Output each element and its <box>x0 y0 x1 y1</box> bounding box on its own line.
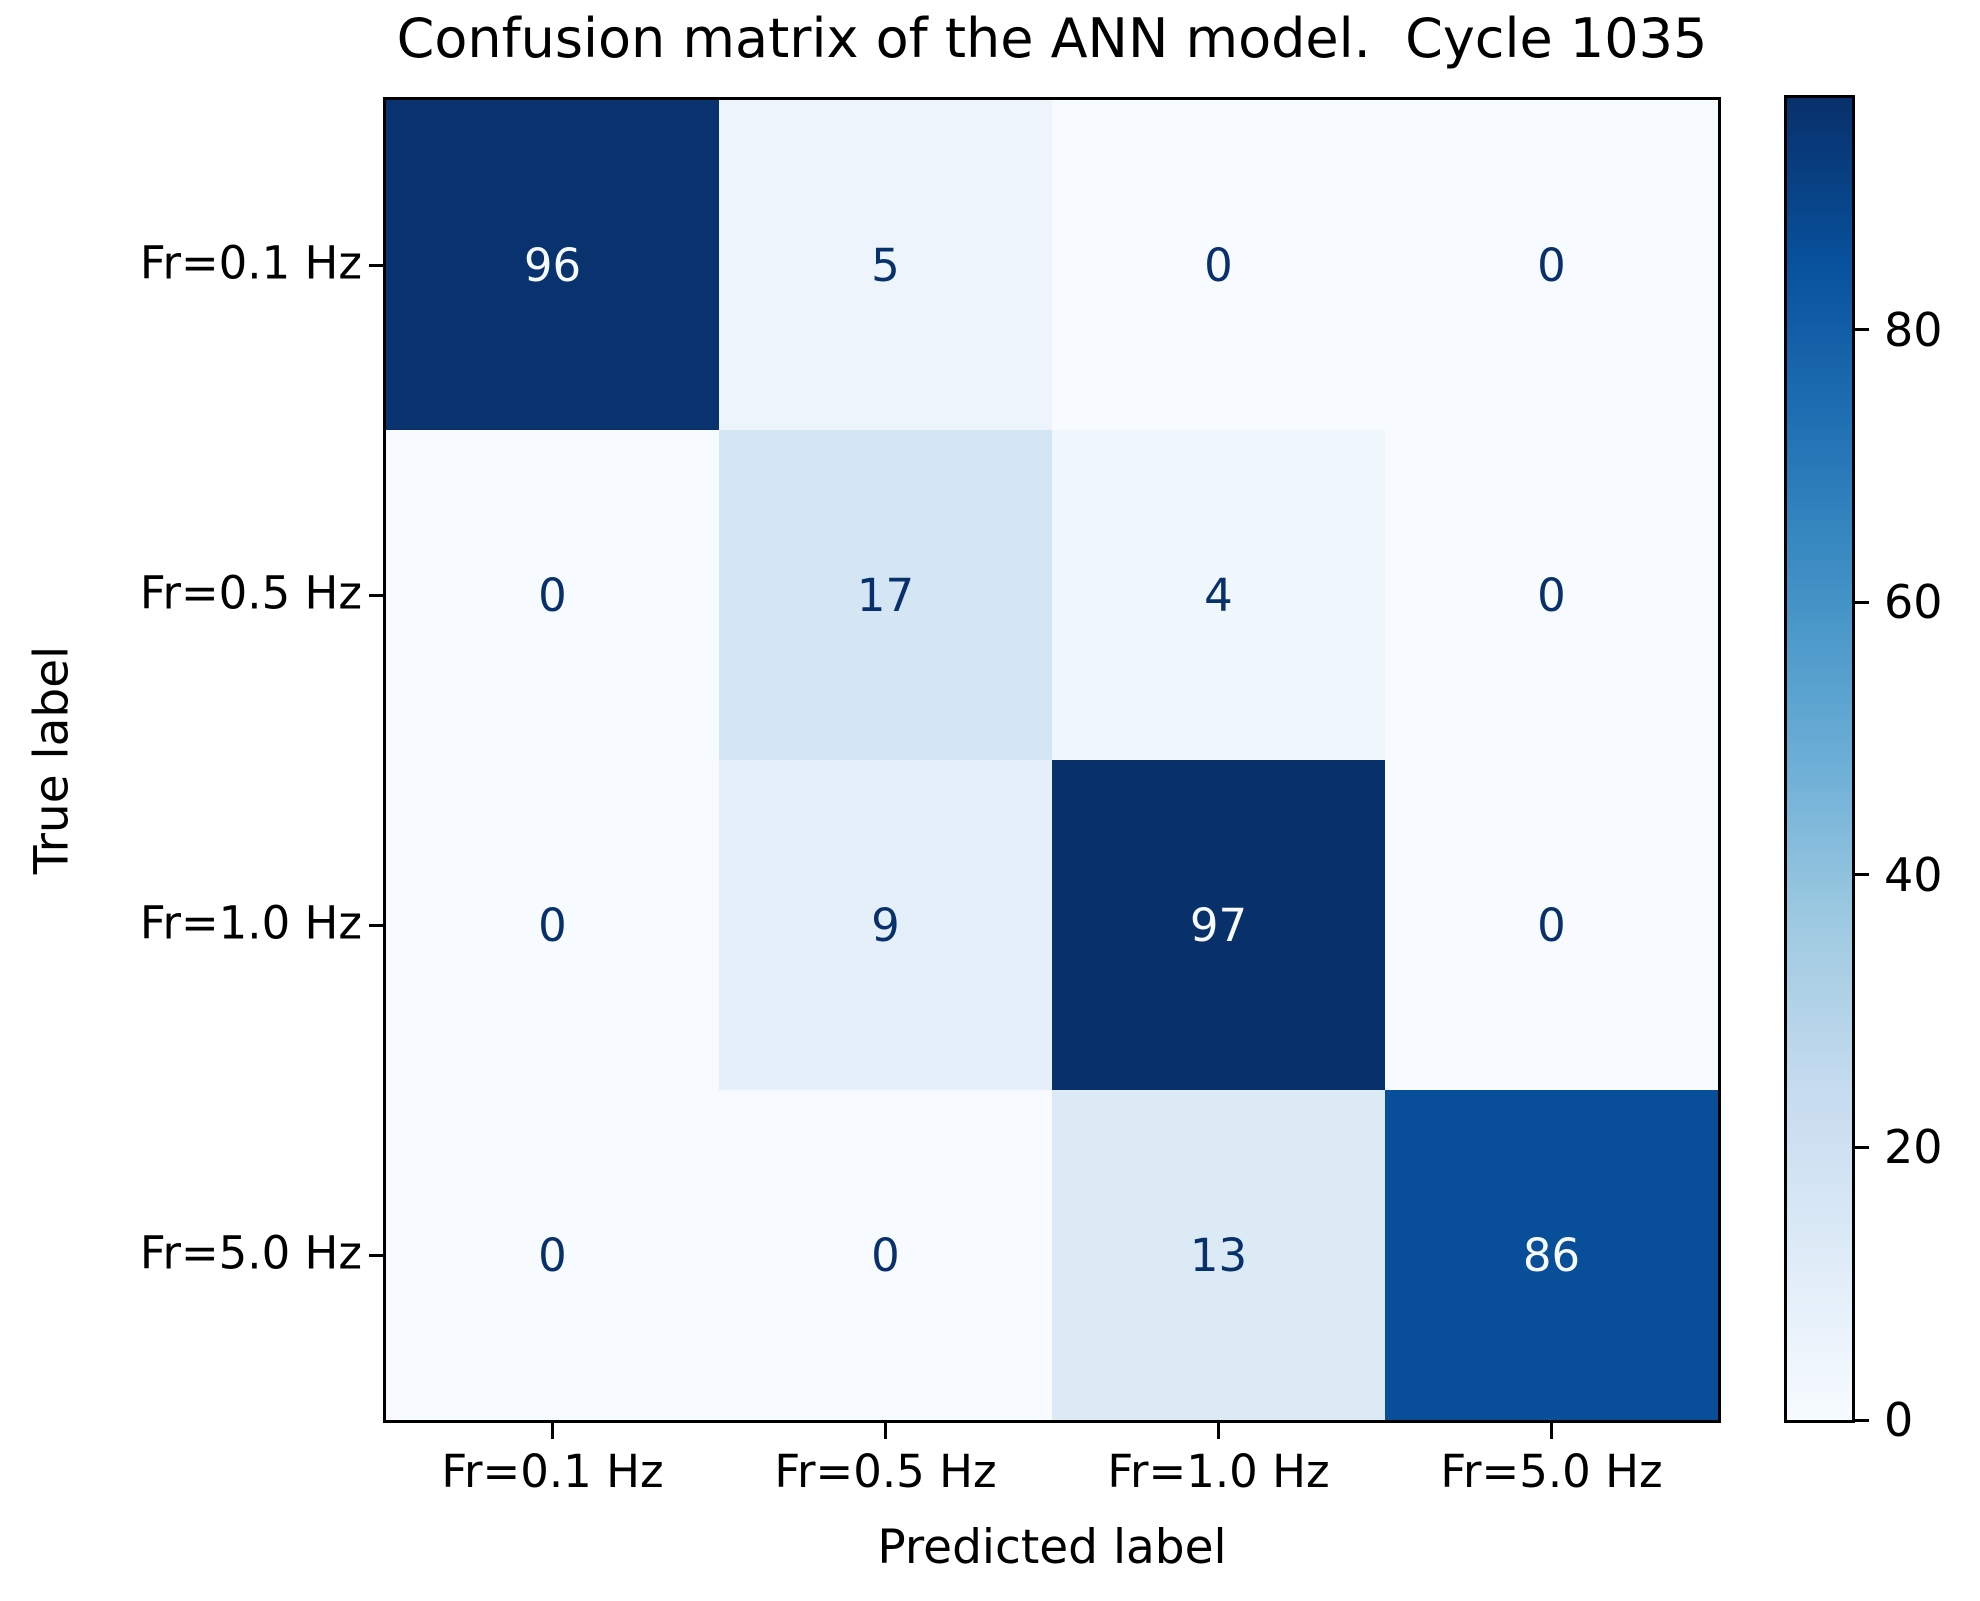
colorbar-tick-mark <box>1854 600 1869 604</box>
matrix-cell: 0 <box>1385 760 1718 1090</box>
colorbar <box>1784 95 1855 1423</box>
colorbar-tick-mark <box>1854 328 1869 332</box>
matrix-cell: 0 <box>1052 100 1385 430</box>
x-tick-mark <box>551 1422 554 1439</box>
y-tick-label: Fr=5.0 Hz <box>139 1226 362 1280</box>
colorbar-tick-mark <box>1854 873 1869 877</box>
heatmap-grid: 96 5 0 0 0 17 4 0 0 9 97 0 0 0 13 86 <box>383 97 1721 1423</box>
x-tick-mark <box>1550 1422 1553 1439</box>
matrix-cell: 9 <box>719 760 1052 1090</box>
x-tick-mark <box>884 1422 887 1439</box>
y-tick-mark <box>369 593 386 597</box>
y-tick-mark <box>369 1253 386 1257</box>
y-tick-label: Fr=1.0 Hz <box>139 896 362 950</box>
matrix-cell: 0 <box>719 1090 1052 1420</box>
y-tick-mark <box>369 923 386 927</box>
y-axis-label: True label <box>24 645 80 875</box>
matrix-cell: 13 <box>1052 1090 1385 1420</box>
colorbar-tick-label: 60 <box>1884 575 1943 630</box>
y-tick-label: Fr=0.5 Hz <box>139 566 362 620</box>
colorbar-tick-label: 0 <box>1884 1393 1914 1447</box>
y-tick-label: Fr=0.1 Hz <box>139 236 362 290</box>
x-tick-label: Fr=0.5 Hz <box>774 1445 997 1498</box>
colorbar-tick-mark <box>1854 1145 1869 1149</box>
colorbar-tick-label: 20 <box>1884 1120 1943 1175</box>
matrix-cell: 0 <box>1385 100 1718 430</box>
x-tick-mark <box>1217 1422 1220 1439</box>
matrix-cell: 5 <box>719 100 1052 430</box>
matrix-cell: 96 <box>386 100 719 430</box>
colorbar-tick-mark <box>1854 1418 1869 1422</box>
x-axis-label: Predicted label <box>877 1520 1227 1575</box>
x-tick-label: Fr=1.0 Hz <box>1107 1445 1330 1498</box>
x-tick-label: Fr=5.0 Hz <box>1440 1445 1663 1498</box>
matrix-cell: 4 <box>1052 430 1385 760</box>
y-tick-mark <box>369 263 386 267</box>
matrix-cell: 0 <box>1385 430 1718 760</box>
x-tick-label: Fr=0.1 Hz <box>441 1445 664 1498</box>
matrix-cell: 0 <box>386 1090 719 1420</box>
chart-title: Confusion matrix of the ANN model. Cycle… <box>396 7 1708 70</box>
matrix-cell: 86 <box>1385 1090 1718 1420</box>
colorbar-tick-label: 80 <box>1884 302 1943 357</box>
matrix-cell: 17 <box>719 430 1052 760</box>
matrix-cell: 0 <box>386 430 719 760</box>
matrix-cell: 97 <box>1052 760 1385 1090</box>
matrix-cell: 0 <box>386 760 719 1090</box>
colorbar-tick-label: 40 <box>1884 847 1943 902</box>
